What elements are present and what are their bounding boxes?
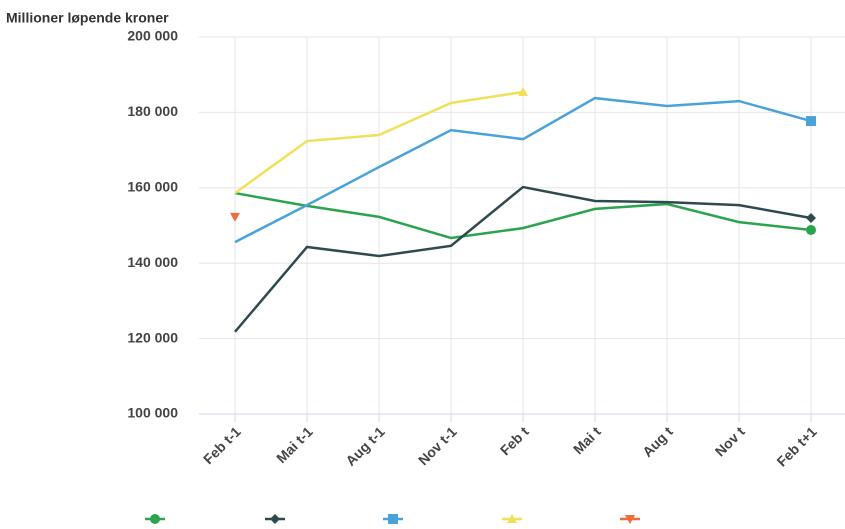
line xyxy=(234,96,812,244)
y-tick-label: 100 000 xyxy=(127,405,178,421)
x-tick-label: Aug t xyxy=(639,423,676,460)
point-marker xyxy=(806,116,816,127)
y-tick-label: 140 000 xyxy=(127,254,178,270)
y-tick-label: 120 000 xyxy=(127,329,178,345)
x-tick-label: Mai t-1 xyxy=(273,423,316,466)
legend-marker xyxy=(150,514,160,524)
line xyxy=(234,185,812,333)
x-tick-label: Nov t-1 xyxy=(415,423,460,468)
line xyxy=(234,90,524,195)
x-tick-label: Feb t xyxy=(497,423,532,458)
y-tick-label: 160 000 xyxy=(127,179,178,195)
legend-marker xyxy=(507,514,517,523)
y-axis-title: Millioner løpende kroner xyxy=(6,10,169,26)
point-marker xyxy=(806,225,816,236)
legend-marker xyxy=(270,514,280,524)
x-tick-label: Feb t+1 xyxy=(773,423,819,469)
x-tick-label: Aug t-1 xyxy=(342,423,388,469)
point-marker xyxy=(230,212,240,222)
x-tick-label: Nov t xyxy=(712,423,748,459)
legend-marker xyxy=(625,515,635,524)
line xyxy=(234,191,812,240)
legend-marker xyxy=(388,514,398,524)
y-tick-label: 200 000 xyxy=(127,28,178,44)
y-tick-label: 180 000 xyxy=(127,103,178,119)
point-marker xyxy=(518,87,528,97)
x-tick-label: Feb t-1 xyxy=(200,423,244,467)
point-marker xyxy=(806,212,816,223)
x-tick-label: Mai t xyxy=(570,423,604,457)
